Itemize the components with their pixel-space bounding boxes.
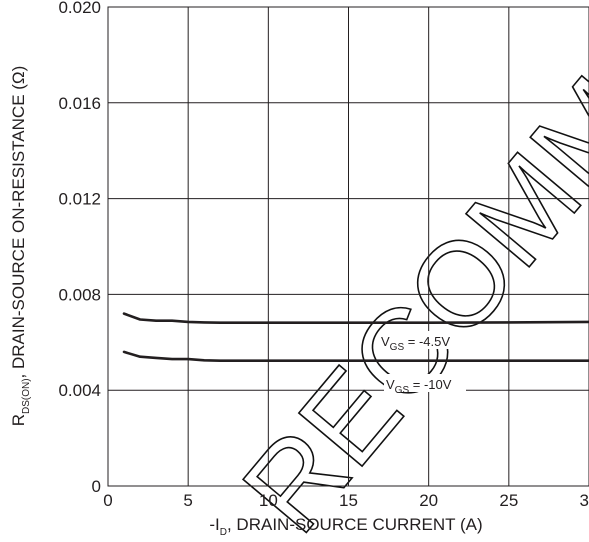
x-tick-label-4: 20 — [419, 491, 438, 510]
x-tick-label-1: 5 — [183, 491, 192, 510]
annotation-vgs-10-sub: GS — [395, 385, 410, 396]
watermark: RECOMMEND — [216, 0, 589, 542]
svg-text:VGS = -4.5V: VGS = -4.5V — [381, 334, 450, 353]
y-tick-label-4: 0.016 — [58, 94, 101, 113]
grid — [108, 7, 589, 486]
annotation-vgs-45: VGS = -4.5V — [380, 331, 468, 353]
x-tick-label-2: 10 — [259, 491, 278, 510]
y-tick-label-5: 0.020 — [58, 0, 101, 17]
y-axis-title-sub: DS(ON) — [21, 378, 32, 414]
annotation-vgs-10-rest: = -10V — [409, 377, 452, 392]
x-axis-title-post: , DRAIN-SOURCE CURRENT (A) — [227, 515, 483, 534]
y-tick-label-2: 0.008 — [58, 285, 101, 304]
y-tick-label-1: 0.004 — [58, 381, 101, 400]
x-tick-labels: 0 5 10 15 20 25 30 — [103, 491, 589, 510]
svg-text:VGS = -10V: VGS = -10V — [386, 377, 452, 396]
series-line-1 — [122, 350, 589, 363]
x-tick-label-0: 0 — [103, 491, 112, 510]
series-layer — [122, 312, 589, 363]
x-axis-title: -ID, DRAIN-SOURCE CURRENT (A) — [209, 515, 482, 538]
annotation-vgs-10: VGS = -10V — [384, 374, 466, 396]
watermark-text: RECOMMEND — [217, 0, 589, 542]
x-tick-label-5: 25 — [499, 491, 518, 510]
series-line-0 — [122, 312, 589, 325]
plot-frame — [107, 6, 589, 487]
x-tick-label-6: 30 — [580, 491, 589, 510]
annotation-vgs-45-main: V — [381, 334, 390, 349]
y-tick-labels: 0 0.004 0.008 0.012 0.016 0.020 — [58, 0, 101, 496]
y-axis-title: RDS(ON), DRAIN-SOURCE ON-RESISTANCE (Ω) — [9, 66, 32, 427]
y-tick-label-0: 0 — [92, 477, 101, 496]
y-axis-title-post: , DRAIN-SOURCE ON-RESISTANCE (Ω) — [9, 66, 28, 379]
y-tick-label-3: 0.012 — [58, 190, 101, 209]
annotation-vgs-45-rest: = -4.5V — [404, 334, 450, 349]
annotation-vgs-45-sub: GS — [390, 342, 405, 353]
x-axis-title-pre: -I — [209, 515, 219, 534]
y-axis-title-pre: R — [9, 414, 28, 426]
x-axis-title-sub: D — [220, 527, 227, 538]
annotation-vgs-10-main: V — [386, 377, 395, 392]
x-tick-label-3: 15 — [339, 491, 358, 510]
